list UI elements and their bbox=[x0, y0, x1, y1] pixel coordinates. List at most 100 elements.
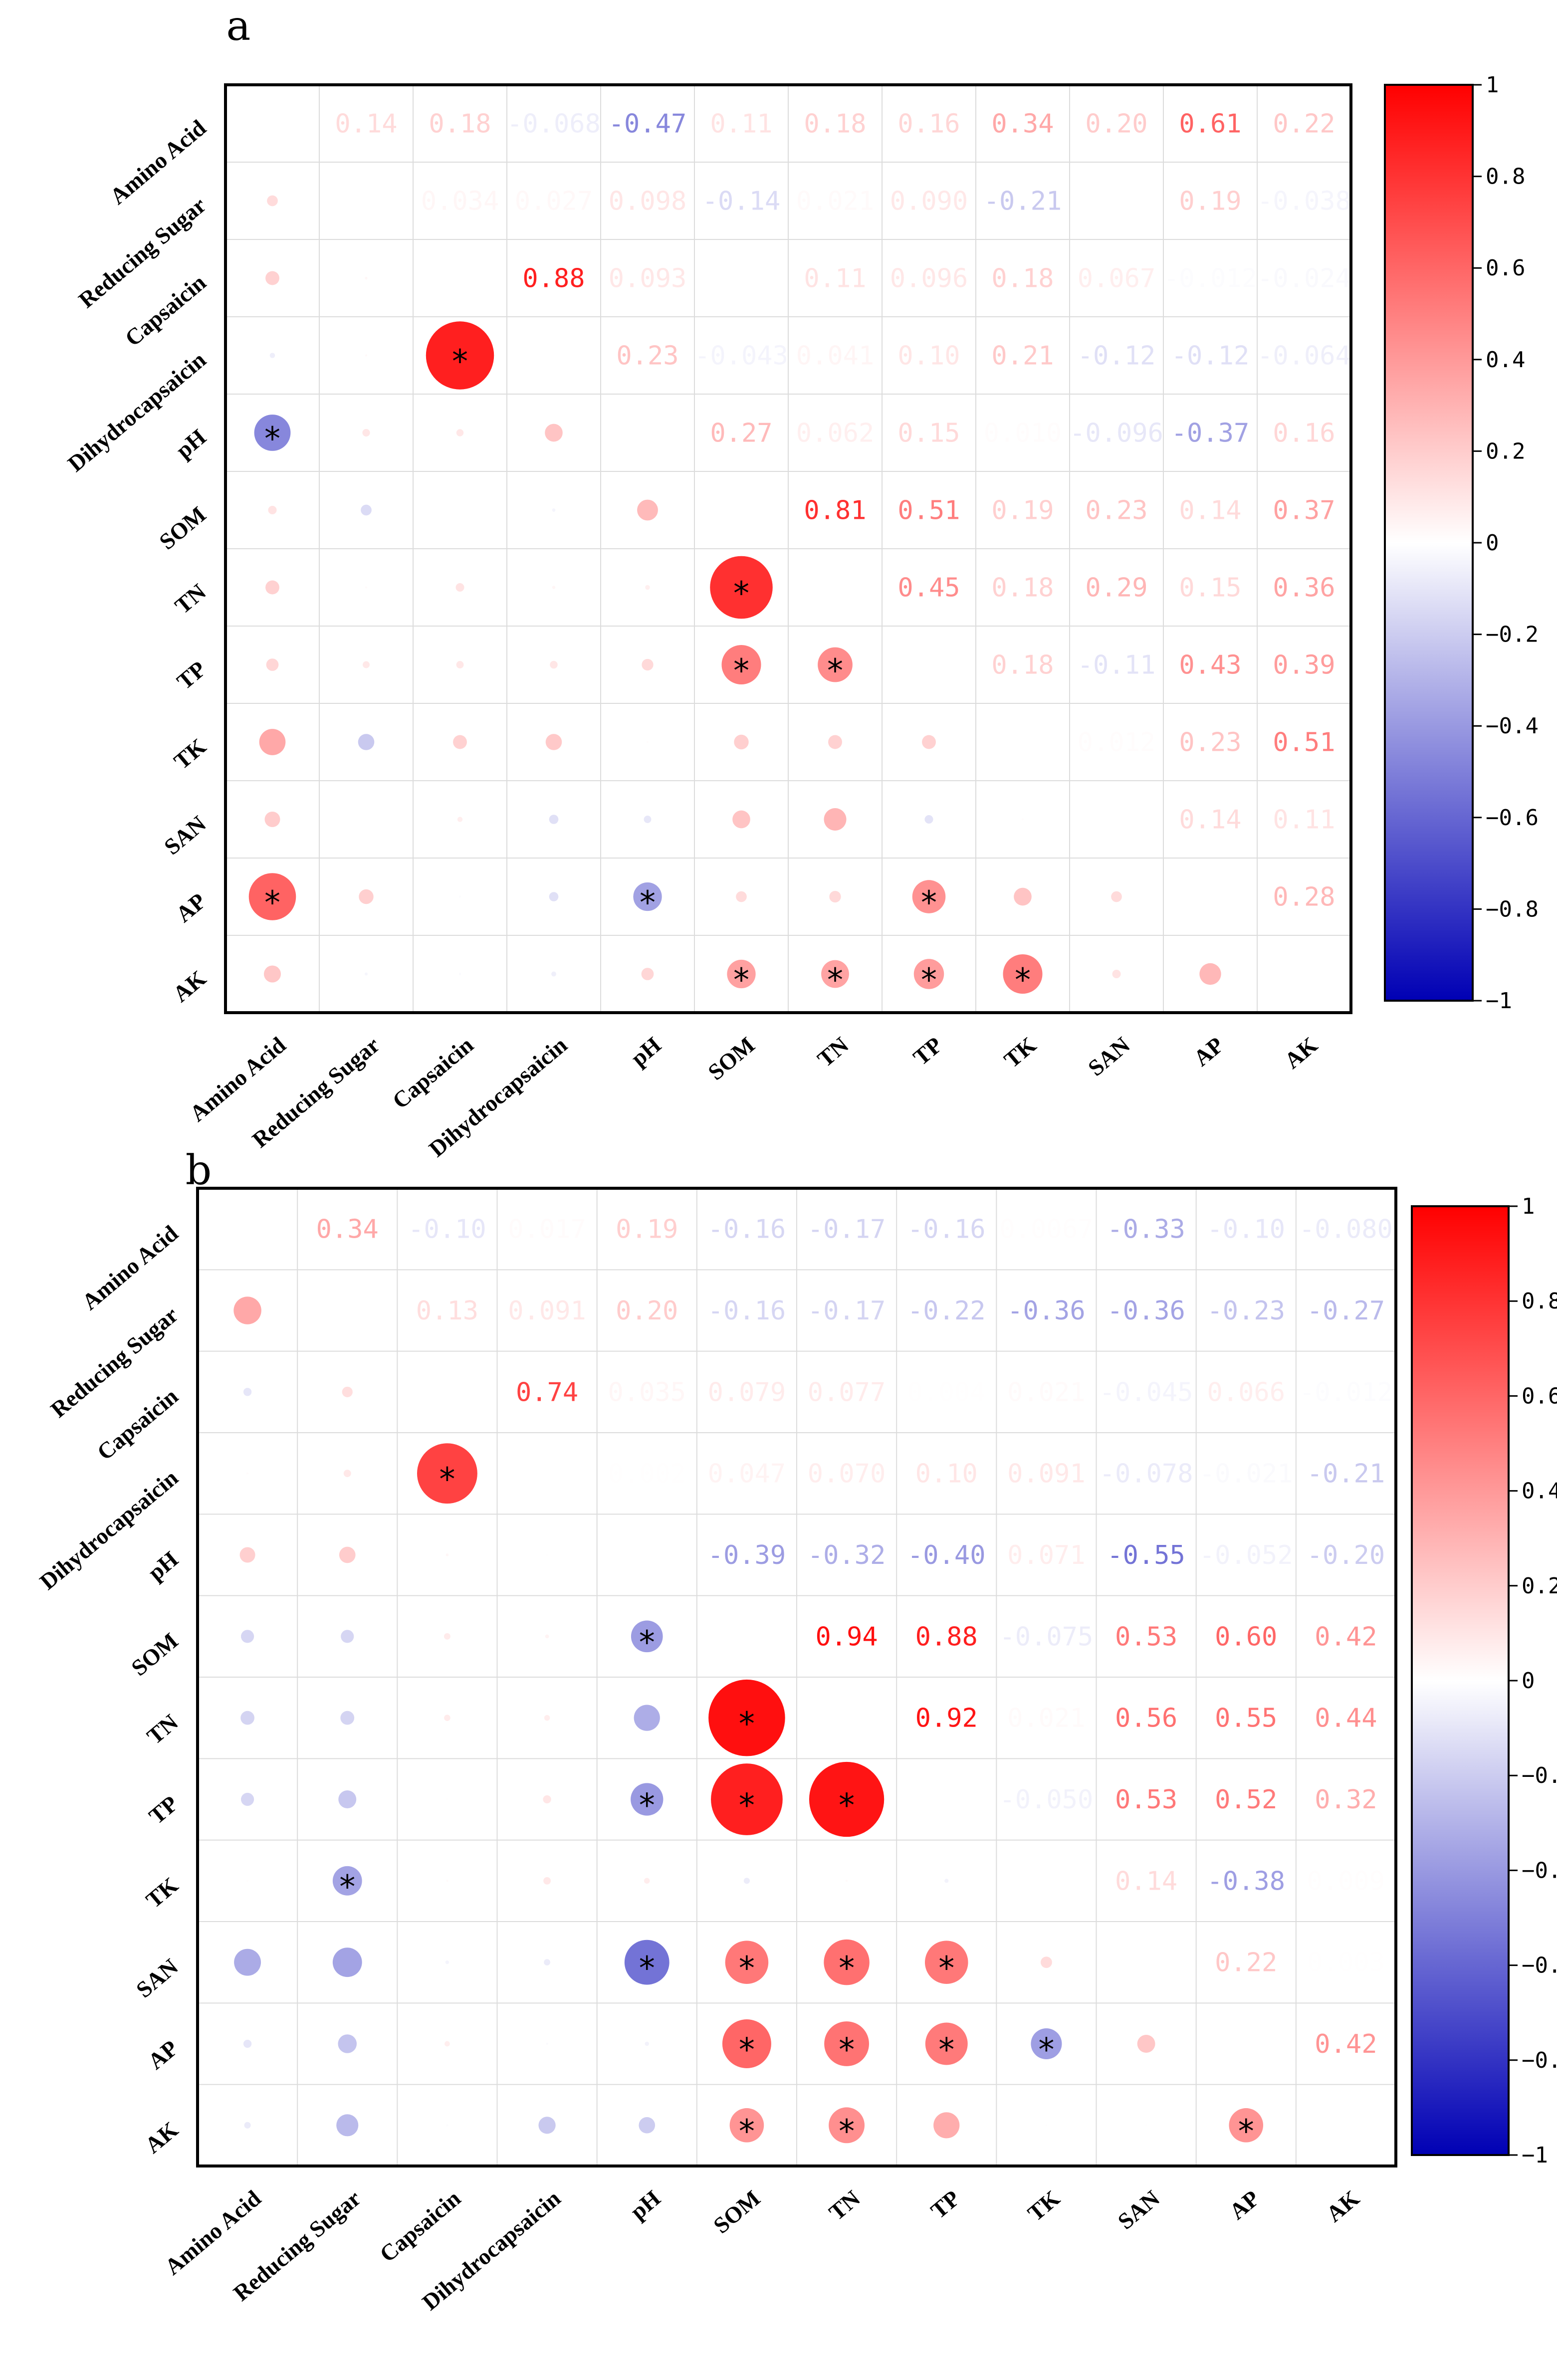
correlation-value-label: 0.035 bbox=[608, 1377, 686, 1407]
correlation-circle bbox=[933, 2112, 960, 2139]
correlation-value-label: -0.39 bbox=[708, 1540, 786, 1570]
correlation-circle bbox=[829, 2107, 865, 2144]
correlation-value-label: 0.14 bbox=[1179, 805, 1241, 835]
correlation-value-label: 0.13 bbox=[416, 1296, 478, 1326]
correlation-value-label: 0.034 bbox=[421, 187, 499, 216]
correlation-value-label: 0.51 bbox=[1273, 728, 1335, 758]
correlation-circle bbox=[241, 1630, 254, 1643]
correlation-value-label: -0.11 bbox=[1078, 650, 1156, 680]
correlation-value-label: 0.091 bbox=[508, 1296, 586, 1326]
correlation-circle bbox=[545, 1634, 549, 1639]
correlation-circle bbox=[445, 2041, 450, 2047]
colorbar-tick-label: −0.6 bbox=[1522, 1953, 1557, 1978]
plot-frame bbox=[224, 83, 1352, 1014]
correlation-circle bbox=[645, 2041, 649, 2046]
significance-marker: * bbox=[264, 421, 280, 458]
correlation-circle bbox=[446, 2124, 448, 2127]
significance-marker: * bbox=[452, 344, 468, 381]
x-axis-tick-label: pH bbox=[626, 1032, 666, 1071]
correlation-circle bbox=[362, 429, 370, 437]
correlation-value-label: 0.22 bbox=[1215, 1948, 1277, 1978]
correlation-circle bbox=[545, 734, 562, 750]
correlation-circle bbox=[824, 808, 847, 831]
correlation-value-label: -0.16 bbox=[708, 1296, 786, 1326]
correlation-value-label: 0.20 bbox=[1085, 109, 1147, 139]
correlation-value-label: 0.14 bbox=[1115, 1866, 1177, 1896]
correlation-value-label: -0.10 bbox=[1207, 1215, 1285, 1245]
correlation-value-label: 0.096 bbox=[890, 264, 968, 294]
correlation-circle bbox=[1199, 963, 1221, 985]
colorbar-tick-label: −0.4 bbox=[1486, 713, 1539, 739]
correlation-circle bbox=[734, 734, 749, 750]
colorbar-tick-label: −0.4 bbox=[1522, 1858, 1557, 1883]
y-axis-tick-label: AP bbox=[171, 888, 211, 927]
correlation-circle bbox=[365, 818, 367, 821]
correlation-value-label: 0.19 bbox=[991, 496, 1054, 526]
correlation-circle bbox=[631, 1620, 663, 1653]
correlation-value-label: -0.045 bbox=[1100, 1377, 1193, 1407]
correlation-circle bbox=[456, 661, 464, 668]
correlation-circle bbox=[821, 960, 849, 988]
correlation-circle bbox=[446, 1798, 448, 1800]
significance-marker: * bbox=[921, 885, 937, 922]
correlation-circle bbox=[631, 1783, 664, 1816]
correlation-value-label: 0.60 bbox=[1215, 1622, 1277, 1652]
correlation-value-label: 0.88 bbox=[522, 264, 585, 294]
correlation-value-label: 0.94 bbox=[815, 1622, 878, 1652]
correlation-value-label: 0.88 bbox=[915, 1622, 978, 1652]
correlation-circle bbox=[736, 891, 747, 902]
correlation-circle bbox=[1137, 2035, 1155, 2053]
correlation-circle bbox=[417, 1443, 477, 1504]
correlation-value-label: 0.32 bbox=[1315, 1785, 1377, 1815]
correlation-value-label: -0.16 bbox=[708, 1215, 786, 1245]
correlation-value-label: 0.11 bbox=[710, 109, 772, 139]
correlation-value-label: 0.11 bbox=[804, 264, 866, 294]
correlation-circle bbox=[551, 971, 556, 977]
significance-marker: * bbox=[733, 962, 749, 999]
correlation-circle bbox=[645, 585, 650, 590]
correlation-value-label: 0.003 bbox=[1307, 1948, 1385, 1978]
correlation-value-label: 0.19 bbox=[1179, 187, 1241, 216]
correlation-circle bbox=[633, 882, 662, 911]
y-axis-tick-label: Amino Acid bbox=[77, 1220, 183, 1315]
significance-marker: * bbox=[733, 653, 749, 690]
correlation-circle bbox=[259, 729, 286, 755]
correlation-circle bbox=[647, 741, 649, 743]
correlation-value-label: -0.10 bbox=[408, 1215, 486, 1245]
correlation-circle bbox=[246, 1472, 249, 1475]
x-axis-tick-label: TP bbox=[926, 2185, 965, 2224]
correlation-circle bbox=[644, 816, 652, 823]
correlation-circle bbox=[361, 504, 372, 516]
correlation-value-label: 0.017 bbox=[508, 1215, 586, 1245]
correlation-circle bbox=[721, 645, 761, 685]
correlation-value-label: 0.079 bbox=[708, 1377, 786, 1407]
correlation-value-label: 0.067 bbox=[1078, 264, 1156, 294]
correlation-circle bbox=[1003, 954, 1043, 994]
significance-marker: * bbox=[827, 653, 843, 690]
colorbar-tick-label: −0.2 bbox=[1522, 1763, 1557, 1788]
x-axis-tick-label: SOM bbox=[703, 1032, 759, 1085]
correlation-value-label: -0.20 bbox=[1307, 1540, 1385, 1570]
correlation-value-label: 0.28 bbox=[1273, 882, 1335, 912]
colorbar-tick-label: 0.8 bbox=[1522, 1289, 1557, 1314]
correlation-value-label: 0.51 bbox=[897, 496, 960, 526]
panel-label: b bbox=[186, 1147, 212, 1194]
correlation-circle bbox=[824, 2021, 870, 2066]
x-axis-tick-label: TK bbox=[1023, 2185, 1065, 2226]
correlation-circle bbox=[264, 812, 280, 827]
significance-marker: * bbox=[839, 2032, 855, 2069]
colorbar-tick-label: −1 bbox=[1486, 988, 1512, 1014]
y-axis-tick-label: TP bbox=[172, 656, 211, 694]
correlation-value-label: -0.33 bbox=[1107, 1215, 1185, 1245]
correlation-circle bbox=[550, 660, 558, 669]
correlation-circle bbox=[336, 2114, 359, 2137]
colorbar-tick-label: 0 bbox=[1486, 530, 1499, 556]
correlation-circle bbox=[359, 889, 374, 904]
colorbar-tick-label: 0.4 bbox=[1486, 347, 1525, 373]
colorbar bbox=[1411, 1205, 1510, 2156]
correlation-value-label: 0.16 bbox=[1273, 419, 1335, 448]
correlation-value-label: 0.16 bbox=[897, 109, 960, 139]
significance-marker: * bbox=[339, 1869, 355, 1906]
correlation-circle bbox=[341, 1630, 354, 1643]
correlation-circle bbox=[248, 873, 296, 920]
